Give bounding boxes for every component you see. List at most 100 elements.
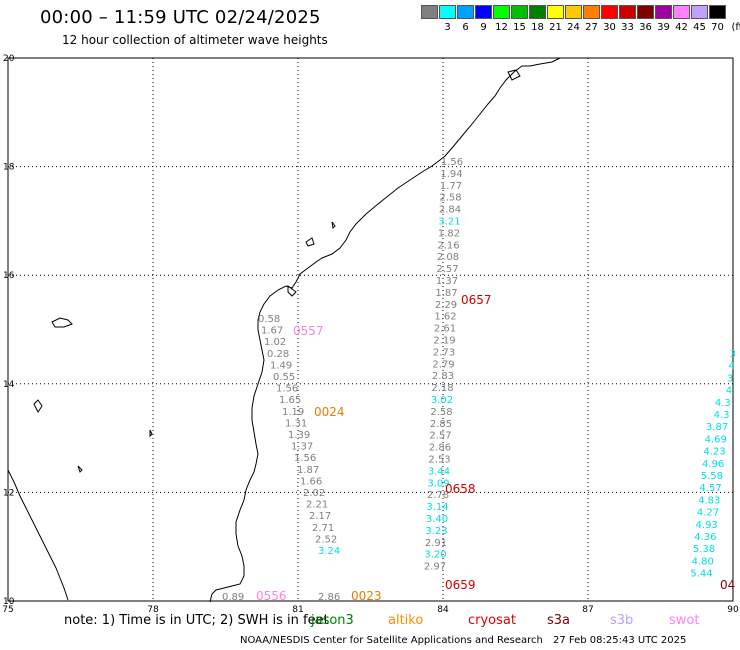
pass-time-label: 0657 xyxy=(461,293,492,307)
wave-height-value: 4.93 xyxy=(696,520,718,531)
wave-height-value: 2.84 xyxy=(439,205,461,216)
legend-swatch xyxy=(673,5,690,19)
map-subtitle: 12 hour collection of altimeter wave hei… xyxy=(62,33,328,47)
wave-height-value: 1.87 xyxy=(435,288,457,299)
satellite-legend-item: altiko xyxy=(388,613,424,628)
legend-label: 15 xyxy=(513,22,526,33)
legend-swatch xyxy=(583,5,600,19)
wave-height-value: 1.77 xyxy=(440,181,462,192)
wave-height-value: 3.44 xyxy=(428,466,450,477)
lat-tick-label: 14 xyxy=(3,380,15,390)
legend-label: 33 xyxy=(621,22,634,33)
lon-tick-label: 78 xyxy=(147,605,159,615)
satellite-legend-item: jason3 xyxy=(311,613,354,628)
legend-swatch xyxy=(619,5,636,19)
wave-height-value: 1.39 xyxy=(288,430,310,441)
altimeter-tracks: 1.561.941.772.582.843.211.822.162.082.57… xyxy=(222,157,736,603)
lon-tick-label: 84 xyxy=(437,605,449,615)
wave-height-value: 1.19 xyxy=(282,407,304,418)
satellite-legend-item: cryosat xyxy=(468,613,516,628)
wave-height-value: 2.53 xyxy=(428,455,450,466)
wave-height-value: 1.66 xyxy=(300,476,322,487)
lat-tick-label: 16 xyxy=(3,271,15,281)
satellite-legend-item: s3b xyxy=(610,613,634,628)
wave-height-value: 5.38 xyxy=(693,544,715,555)
wave-height-value: 1.56 xyxy=(441,157,463,168)
wave-height-value: 2.29 xyxy=(435,300,457,311)
pass-time-label: 0658 xyxy=(445,482,476,496)
legend-label: 70 xyxy=(711,22,724,33)
wave-height-value: 2.91 xyxy=(425,538,447,549)
wave-height-value: 1.67 xyxy=(261,326,283,337)
wave-height-value: 2.58 xyxy=(430,407,452,418)
wave-height-value: 3 xyxy=(727,373,733,384)
pass-time-label: 0024 xyxy=(314,405,345,419)
wave-height-value: 3.09 xyxy=(427,478,449,489)
legend-swatch xyxy=(655,5,672,19)
footer-note: note: 1) Time is in UTC; 2) SWH is in fe… xyxy=(64,613,329,628)
wave-height-value: 0.28 xyxy=(267,349,289,360)
wave-height-value: 2.83 xyxy=(432,371,454,382)
wave-height-value: 3.02 xyxy=(431,395,453,406)
wave-height-value: 2.19 xyxy=(433,336,455,347)
wave-height-value: 1.87 xyxy=(297,465,319,476)
wave-height-value: 2.71 xyxy=(312,523,334,534)
coastline-west xyxy=(7,469,69,601)
wave-height-value: 1.37 xyxy=(436,276,458,287)
legend-swatch xyxy=(601,5,618,19)
wave-height-value: 2.16 xyxy=(437,240,459,251)
wave-height-value: 1.94 xyxy=(440,169,462,180)
island-6 xyxy=(331,221,336,230)
legend-label: 12 xyxy=(495,22,508,33)
legend-label: 9 xyxy=(480,22,487,33)
lon-tick-label: 87 xyxy=(582,605,593,615)
pass-time-label: 0557 xyxy=(293,324,324,338)
wave-height-value: 2.58 xyxy=(439,193,461,204)
legend-swatch xyxy=(565,5,582,19)
map-frame xyxy=(7,57,734,602)
wave-height-value: 2.17 xyxy=(309,511,331,522)
legend-swatch xyxy=(547,5,564,19)
wave-height-value: 3.23 xyxy=(425,526,447,537)
wave-height-value: 2.57 xyxy=(429,431,451,442)
legend-label: 42 xyxy=(675,22,688,33)
island-8 xyxy=(287,285,297,297)
island-7 xyxy=(507,69,521,81)
wave-height-value: 4.23 xyxy=(703,447,725,458)
wave-height-value: 2.78 xyxy=(427,490,449,501)
wave-height-value: 1.31 xyxy=(285,418,307,429)
legend-swatch xyxy=(421,5,438,19)
wave-height-value: 2.08 xyxy=(437,252,459,263)
wave-height-value: 4.27 xyxy=(697,508,719,519)
island-1 xyxy=(51,317,73,328)
legend-swatch xyxy=(457,5,474,19)
wave-height-value: 3.20 xyxy=(424,550,446,561)
island-5 xyxy=(305,237,315,247)
legend-label: 3 xyxy=(444,22,451,33)
wave-height-value: 1.62 xyxy=(434,312,456,323)
footer-credit: NOAA/NESDIS Center for Satellite Applica… xyxy=(240,635,543,646)
wave-height-value: 3.24 xyxy=(318,546,340,557)
wave-height-value: 2.85 xyxy=(430,419,452,430)
wave-height-value: 4.3 xyxy=(715,398,731,409)
wave-height-value: 3 xyxy=(730,349,736,360)
legend-unit: (ft) xyxy=(731,22,740,33)
wave-height-value: 4.96 xyxy=(702,459,724,470)
coastline xyxy=(7,57,561,603)
wave-height-value: 1.56 xyxy=(276,384,298,395)
wave-height-value: 1.65 xyxy=(279,395,301,406)
wave-height-value: 2.57 xyxy=(436,264,458,275)
island-3 xyxy=(77,465,83,473)
wave-height-value: 2.73 xyxy=(433,347,455,358)
wave-height-value: 0.55 xyxy=(273,372,295,383)
wave-height-value: 4.69 xyxy=(705,434,727,445)
wave-height-value: 4.36 xyxy=(694,532,716,543)
wave-height-value: 2.97 xyxy=(424,562,446,573)
lat-tick-label: 18 xyxy=(3,163,15,173)
pass-time-label: 04 xyxy=(720,578,735,592)
legend-swatch xyxy=(637,5,654,19)
legend-swatch xyxy=(709,5,726,19)
wave-height-value: 4.80 xyxy=(692,556,714,567)
wave-height-value: 1.37 xyxy=(291,442,313,453)
legend-label: 6 xyxy=(462,22,469,33)
